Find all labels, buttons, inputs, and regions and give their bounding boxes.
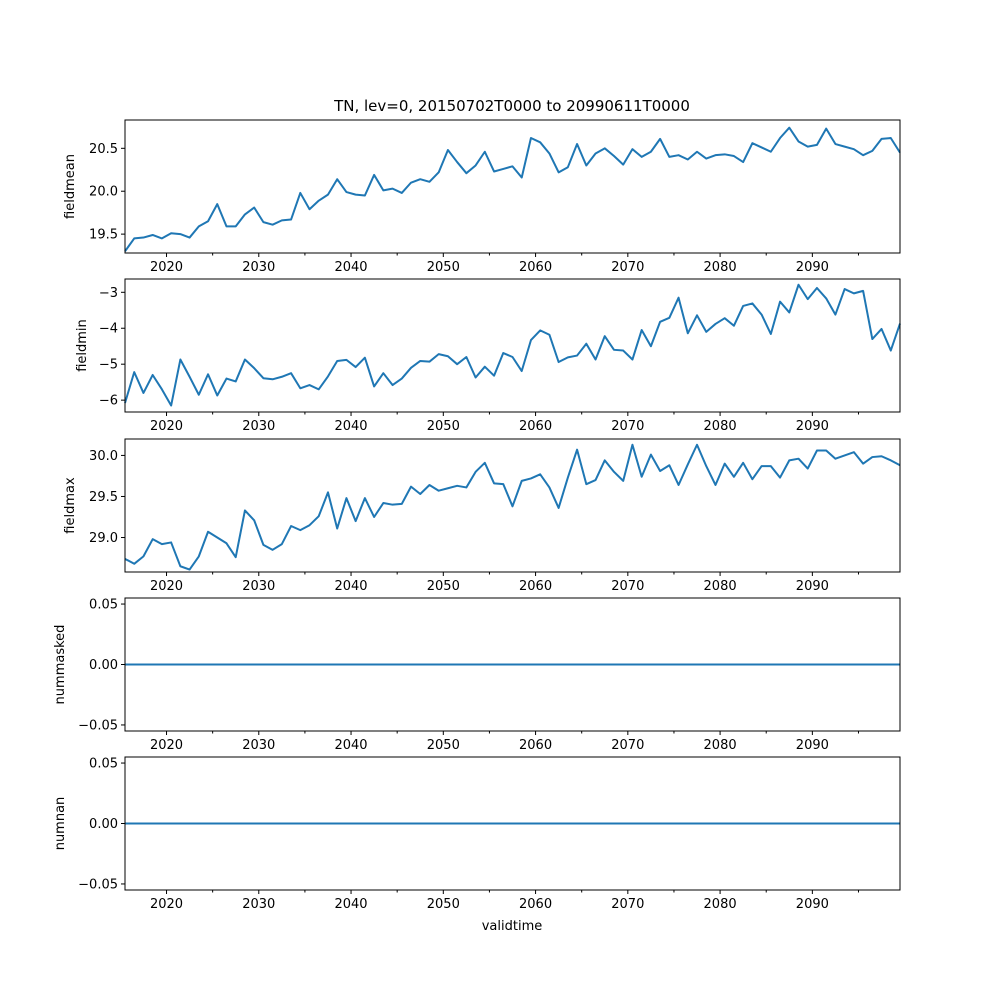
fieldmin-xtick-label: 2090 <box>796 419 829 434</box>
fieldmax-xtick-label: 2030 <box>242 579 275 594</box>
fieldmean-xtick-label: 2030 <box>242 260 275 275</box>
nummasked-xtick-label: 2040 <box>334 738 367 753</box>
numnan-xtick-label: 2030 <box>242 897 275 912</box>
nummasked-xtick-label: 2050 <box>427 738 460 753</box>
numnan-xtick-label: 2060 <box>519 897 552 912</box>
nummasked-xtick-label: 2080 <box>704 738 737 753</box>
numnan-xtick-label: 2020 <box>150 897 183 912</box>
numnan-xtick-label: 2070 <box>611 897 644 912</box>
nummasked-xtick-label: 2060 <box>519 738 552 753</box>
nummasked-xtick-label: 2030 <box>242 738 275 753</box>
fieldmax-xtick-label: 2050 <box>427 579 460 594</box>
panel-fieldmax: 29.0 29.5 30.0 fieldmax 2020 2030 2040 2050 2060… <box>63 438 901 594</box>
fieldmax-xtick-label: 2060 <box>519 579 552 594</box>
fieldmean-xtick-label: 2050 <box>427 260 460 275</box>
fieldmax-ytick-label: 29.5 <box>89 490 118 505</box>
fieldmin-ytick-label: −6 <box>99 394 118 409</box>
fieldmin-ylabel: fieldmin <box>75 319 90 372</box>
numnan-ytick-label: 0.05 <box>89 757 118 772</box>
panel-fieldmean: 19.5 20.0 20.5 fieldmean 2020 2030 2040 2050 206… <box>63 119 901 275</box>
chart-title: TN, lev=0, 20150702T0000 to 20990611T000… <box>333 97 690 115</box>
nummasked-ytick-label: 0.00 <box>89 658 118 673</box>
fieldmin-ytick-label: −4 <box>99 322 118 337</box>
fieldmin-ytick-label: −5 <box>99 358 118 373</box>
fieldmax-xtick-label: 2090 <box>796 579 829 594</box>
panel-nummasked: −0.05 0.00 0.05 nummasked 2020 2030 2040 2050 20… <box>53 597 901 753</box>
numnan-xtick-label: 2040 <box>334 897 367 912</box>
fieldmean-series-line <box>124 126 901 252</box>
fieldmax-xtick-label: 2070 <box>611 579 644 594</box>
fieldmin-series-line <box>124 283 901 407</box>
fieldmean-xtick-label: 2040 <box>334 260 367 275</box>
nummasked-ytick-label: 0.05 <box>89 598 118 613</box>
numnan-xtick-label: 2080 <box>704 897 737 912</box>
fieldmin-xtick-label: 2070 <box>611 419 644 434</box>
fieldmax-ytick-label: 29.0 <box>89 531 118 546</box>
fieldmean-xtick-label: 2020 <box>150 260 183 275</box>
fieldmean-ytick-label: 19.5 <box>89 228 118 243</box>
fieldmax-xtick-label: 2020 <box>150 579 183 594</box>
fieldmean-xtick-label: 2070 <box>611 260 644 275</box>
fieldmean-xtick-label: 2080 <box>704 260 737 275</box>
fieldmin-xtick-label: 2020 <box>150 419 183 434</box>
fieldmax-ytick-label: 30.0 <box>89 449 118 464</box>
fieldmean-xtick-label: 2090 <box>796 260 829 275</box>
numnan-xtick-label: 2090 <box>796 897 829 912</box>
panel-numnan: −0.05 0.00 0.05 numnan 2020 2030 2040 2050 2060 2… <box>53 756 901 912</box>
nummasked-ytick-label: −0.05 <box>78 718 118 733</box>
nummasked-ylabel: nummasked <box>53 625 68 705</box>
fieldmean-xtick-label: 2060 <box>519 260 552 275</box>
numnan-ytick-label: −0.05 <box>78 877 118 892</box>
x-axis-label: validtime <box>482 919 543 934</box>
fieldmin-axes-frame <box>124 278 901 413</box>
nummasked-xtick-label: 2020 <box>150 738 183 753</box>
nummasked-xtick-label: 2090 <box>796 738 829 753</box>
fieldmax-xtick-label: 2080 <box>704 579 737 594</box>
fieldmin-ytick-label: −3 <box>99 286 118 301</box>
fieldmin-xtick-label: 2050 <box>427 419 460 434</box>
fieldmean-ytick-label: 20.0 <box>89 185 118 200</box>
fieldmin-xtick-label: 2040 <box>334 419 367 434</box>
panel-fieldmin: −6 −5 −4 −3 fieldmin 2020 2030 2040 2050 2060 2070… <box>75 278 901 434</box>
fieldmin-xtick-label: 2080 <box>704 419 737 434</box>
fieldmean-ylabel: fieldmean <box>63 154 78 219</box>
fieldmean-axes-frame <box>124 119 901 254</box>
numnan-ytick-label: 0.00 <box>89 817 118 832</box>
fieldmax-series-line <box>124 443 901 571</box>
fieldmax-ylabel: fieldmax <box>63 477 78 534</box>
fieldmean-ytick-label: 20.5 <box>89 142 118 157</box>
fieldmin-xtick-label: 2060 <box>519 419 552 434</box>
fieldmax-xtick-label: 2040 <box>334 579 367 594</box>
numnan-ylabel: numnan <box>53 797 68 851</box>
nummasked-xtick-label: 2070 <box>611 738 644 753</box>
fieldmax-axes-frame <box>124 438 901 573</box>
subplot-panels: 19.5 20.0 20.5 fieldmean 2020 2030 2040 2050 206… <box>53 119 901 912</box>
fieldmin-xtick-label: 2030 <box>242 419 275 434</box>
numnan-xtick-label: 2050 <box>427 897 460 912</box>
